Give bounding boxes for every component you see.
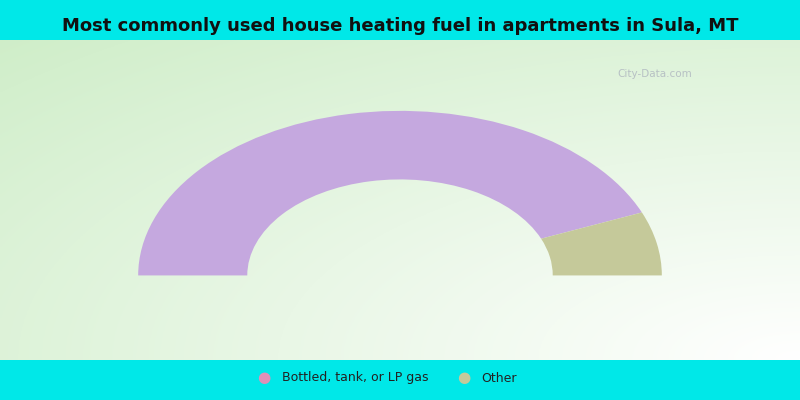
Wedge shape [541, 212, 662, 276]
Text: Most commonly used house heating fuel in apartments in Sula, MT: Most commonly used house heating fuel in… [62, 17, 738, 35]
Wedge shape [138, 111, 642, 276]
Text: Other: Other [482, 372, 517, 384]
Text: ●: ● [458, 370, 470, 386]
Text: Bottled, tank, or LP gas: Bottled, tank, or LP gas [282, 372, 428, 384]
Text: ●: ● [258, 370, 270, 386]
Text: City-Data.com: City-Data.com [618, 69, 692, 79]
